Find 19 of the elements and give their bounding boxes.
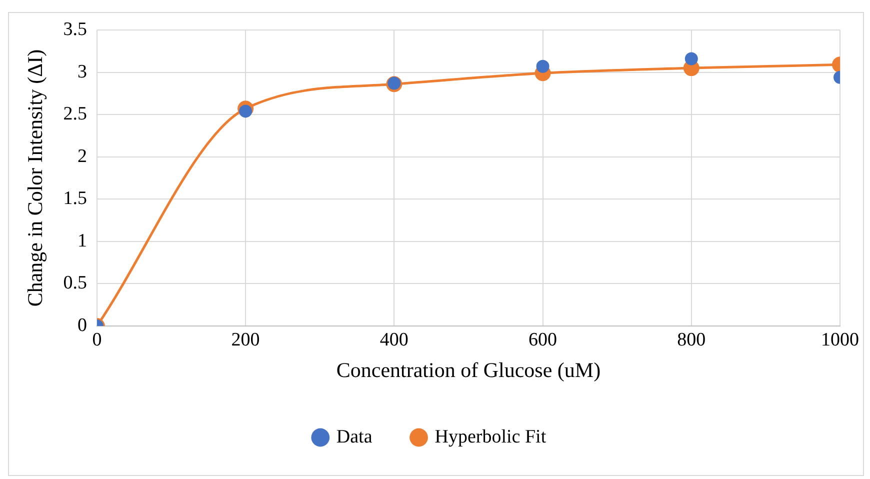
y-tick-label: 3.5 — [63, 18, 87, 40]
y-axis-title: Change in Color Intensity (ΔI) — [23, 49, 48, 307]
legend-label: Data — [336, 426, 373, 448]
y-tick-label: 3 — [77, 61, 87, 82]
y-tick-label: 2.5 — [63, 104, 87, 125]
point — [536, 60, 550, 73]
x-tick-label: 200 — [231, 329, 260, 350]
x-tick-label: 1000 — [821, 329, 859, 350]
x-tick-label: 0 — [92, 329, 102, 350]
y-tick-label: 0.5 — [63, 272, 87, 294]
y-tick-label: 0 — [77, 314, 87, 336]
legend-label: Hyperbolic Fit — [434, 426, 547, 448]
x-tick-label: 800 — [677, 329, 706, 350]
y-tick-label: 1 — [77, 230, 87, 252]
y-tick-label: 2 — [77, 146, 87, 167]
y-tick-label: 1.5 — [63, 188, 87, 210]
x-tick-label: 600 — [528, 329, 558, 350]
x-axis-title: Concentration of Glucose (uM) — [336, 358, 601, 382]
x-tick-label: 400 — [380, 329, 408, 350]
